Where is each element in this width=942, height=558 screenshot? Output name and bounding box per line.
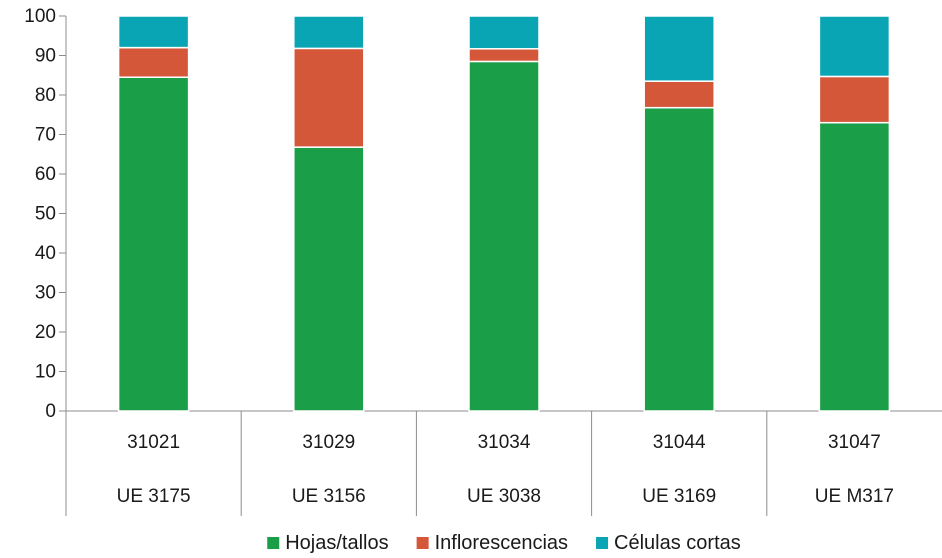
legend-label: Hojas/tallos bbox=[285, 532, 388, 554]
bar-segment-31021-1 bbox=[117, 46, 190, 78]
bar-segment-31047-2 bbox=[818, 15, 891, 78]
x-subcategory-label: UE 3156 bbox=[292, 486, 366, 507]
x-category-label: 31021 bbox=[127, 432, 180, 453]
bar-segment-31021-2 bbox=[117, 15, 190, 49]
bar-segment-31034-2 bbox=[468, 15, 540, 50]
legend-swatch bbox=[416, 537, 429, 549]
y-tick-label: 30 bbox=[35, 283, 56, 304]
bar-segment-31047-0 bbox=[818, 121, 891, 412]
bar-segment-31021-0 bbox=[117, 76, 190, 412]
legend-item: Células cortas bbox=[596, 532, 741, 554]
bar-segment-31047-1 bbox=[818, 75, 891, 124]
y-tick-label: 70 bbox=[35, 125, 56, 146]
x-category-label: 31044 bbox=[653, 432, 706, 453]
bar-segment-31044-0 bbox=[643, 106, 715, 412]
legend-swatch bbox=[267, 537, 280, 549]
legend-swatch bbox=[596, 537, 609, 549]
bar-segment-31029-2 bbox=[293, 15, 365, 50]
chart-bars bbox=[117, 15, 891, 412]
y-tick-label: 10 bbox=[35, 362, 56, 383]
x-category-label: 31029 bbox=[302, 432, 355, 453]
x-subcategory-label: UE 3169 bbox=[642, 486, 716, 507]
x-category-label: 31034 bbox=[478, 432, 531, 453]
x-category-label: 31047 bbox=[828, 432, 881, 453]
y-tick-label: 40 bbox=[35, 243, 56, 264]
x-subcategory-label: UE M317 bbox=[815, 486, 894, 507]
bar-segment-31044-1 bbox=[643, 80, 715, 109]
bar-segment-31034-0 bbox=[468, 60, 540, 412]
legend-item: Inflorescencias bbox=[416, 532, 568, 554]
y-tick-label: 90 bbox=[35, 46, 56, 67]
bar-segment-31029-0 bbox=[293, 146, 365, 412]
y-tick-label: 100 bbox=[24, 6, 56, 27]
bar-segment-31034-1 bbox=[468, 48, 540, 63]
legend-label: Células cortas bbox=[614, 532, 741, 554]
legend-item: Hojas/tallos bbox=[267, 532, 389, 554]
y-tick-label: 60 bbox=[35, 164, 56, 185]
bar-segment-31044-2 bbox=[643, 15, 715, 82]
legend-label: Inflorescencias bbox=[435, 532, 568, 554]
y-tick-label: 20 bbox=[35, 322, 56, 343]
x-subcategory-label: UE 3175 bbox=[117, 486, 191, 507]
x-subcategory-label: UE 3038 bbox=[467, 486, 541, 507]
bar-segment-31029-1 bbox=[293, 47, 365, 148]
chart-legend: Hojas/tallos Inflorescencias Células corta… bbox=[267, 532, 741, 554]
y-tick-label: 80 bbox=[35, 85, 56, 106]
x-axis-labels: 31021 UE 3175 31029 UE 3156 31034 UE 3038 3104… bbox=[117, 432, 894, 507]
y-tick-label: 50 bbox=[35, 204, 56, 225]
y-tick-label: 0 bbox=[45, 401, 56, 422]
